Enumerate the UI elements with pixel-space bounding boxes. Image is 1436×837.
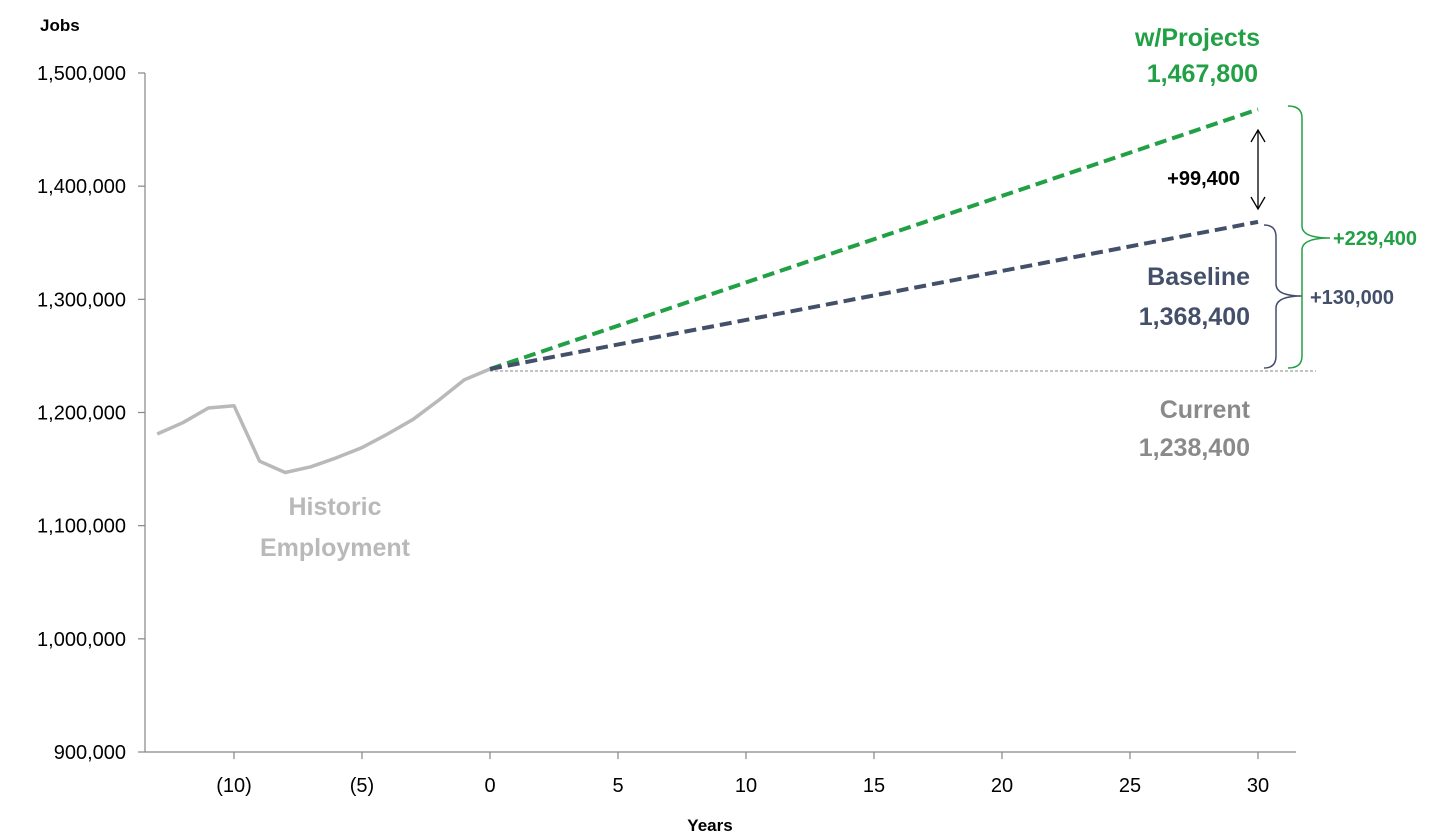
x-axis-title: Years [687, 816, 732, 835]
y-tick-label: 1,400,000 [37, 176, 126, 198]
x-tick-label: 15 [863, 775, 885, 797]
historic-label-line1: Historic [288, 493, 381, 521]
current-value: 1,238,400 [1139, 434, 1250, 462]
current-label: Current [1160, 396, 1251, 424]
y-tick-label: 900,000 [54, 742, 126, 764]
x-tick-label: 5 [612, 775, 623, 797]
projects-label: w/Projects [1134, 24, 1260, 52]
projects-current-brace [1287, 105, 1331, 369]
projects-value: 1,467,800 [1147, 60, 1258, 88]
baseline-current-brace [1263, 224, 1303, 369]
x-tick-label: (5) [350, 775, 374, 797]
historic-series-line [156, 367, 491, 475]
projects-series-line [489, 107, 1259, 371]
diff-projects-baseline-label: +99,400 [1167, 168, 1240, 190]
x-tick-label: 0 [484, 775, 495, 797]
x-tick-label: 20 [991, 775, 1013, 797]
series-layer [156, 107, 1259, 475]
y-tick-label: 1,300,000 [37, 289, 126, 311]
baseline-series-line [489, 219, 1259, 371]
x-axis-ticks: (10) (5) 0 5 10 15 20 25 30 [216, 752, 1269, 797]
x-tick-label: (10) [216, 775, 252, 797]
diff-baseline-current-label: +130,000 [1310, 287, 1394, 309]
diff-projects-current-label: +229,400 [1333, 228, 1417, 250]
x-tick-label: 30 [1247, 775, 1269, 797]
x-tick-label: 10 [735, 775, 757, 797]
projects-baseline-diff-arrow [1250, 128, 1266, 211]
y-tick-label: 1,200,000 [37, 403, 126, 425]
baseline-value: 1,368,400 [1139, 303, 1250, 331]
historic-label-line2: Employment [260, 534, 411, 562]
y-tick-label: 1,000,000 [37, 629, 126, 651]
y-tick-label: 1,500,000 [37, 63, 126, 85]
y-axis-ticks: 900,000 1,000,000 1,100,000 1,200,000 1,300,… [37, 63, 145, 764]
x-tick-label: 25 [1119, 775, 1141, 797]
baseline-label: Baseline [1147, 263, 1250, 291]
y-tick-label: 1,100,000 [37, 516, 126, 538]
y-axis-title: Jobs [40, 16, 80, 35]
